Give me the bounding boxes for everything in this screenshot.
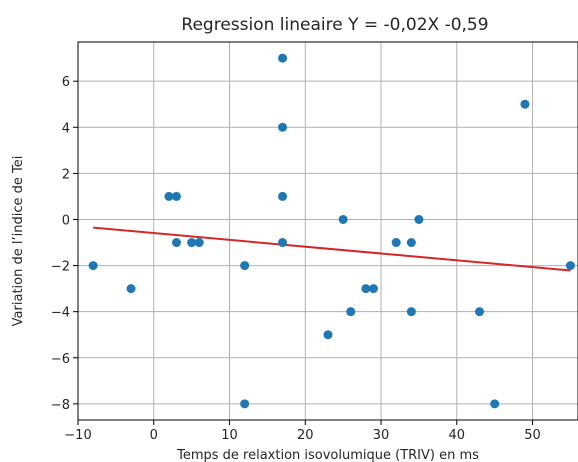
data-points <box>88 53 575 409</box>
x-tick-label: 40 <box>449 428 466 443</box>
data-point <box>520 99 530 109</box>
data-point <box>414 214 424 224</box>
x-tick-label: 20 <box>297 428 314 443</box>
data-point <box>490 399 500 409</box>
plot-frame <box>77 41 578 421</box>
y-tick-label: 6 <box>62 75 70 90</box>
y-tick-label: −4 <box>51 306 70 321</box>
y-axis-ticks: −8 −6 −4 −2 0 2 4 6 <box>51 75 78 413</box>
data-point <box>278 122 288 132</box>
y-tick-label: −2 <box>51 260 70 275</box>
data-point <box>346 307 356 317</box>
y-tick-label: 4 <box>62 121 70 136</box>
data-point <box>278 238 288 248</box>
data-point <box>171 191 181 201</box>
x-tick-label: −10 <box>64 428 91 443</box>
x-tick-label: 10 <box>221 428 238 443</box>
data-point <box>278 191 288 201</box>
x-axis-label: Temps de relaxtion isovolumique (TRIV) e… <box>176 448 479 462</box>
data-point <box>565 261 575 271</box>
data-point <box>240 399 250 409</box>
data-point <box>194 238 204 248</box>
chart-title: Regression lineaire Y = -0,02X -0,59 <box>181 15 488 35</box>
y-tick-label: 0 <box>62 213 70 228</box>
y-axis-label: Variation de l’indice de Tei <box>11 156 26 327</box>
regression-line <box>93 226 571 272</box>
data-point <box>391 238 401 248</box>
data-point <box>164 191 174 201</box>
data-point <box>406 238 416 248</box>
data-point <box>475 307 485 317</box>
x-tick-label: 50 <box>524 428 541 443</box>
data-point <box>323 330 333 340</box>
y-tick-label: −8 <box>51 398 70 413</box>
data-point <box>171 238 181 248</box>
x-tick-label: 0 <box>150 428 158 443</box>
data-point <box>240 261 250 271</box>
data-point <box>88 261 98 271</box>
data-point <box>187 238 197 248</box>
data-point <box>361 284 371 294</box>
data-point <box>338 214 348 224</box>
x-axis-ticks: −10 0 10 20 30 40 50 <box>64 420 541 443</box>
regression-line-group <box>93 226 571 272</box>
data-point <box>278 53 288 63</box>
data-point <box>368 284 378 294</box>
data-point <box>406 307 416 317</box>
x-tick-label: 30 <box>373 428 390 443</box>
grid <box>77 42 578 420</box>
y-tick-label: 2 <box>62 167 70 182</box>
y-tick-label: −6 <box>51 352 70 367</box>
data-point <box>126 284 136 294</box>
